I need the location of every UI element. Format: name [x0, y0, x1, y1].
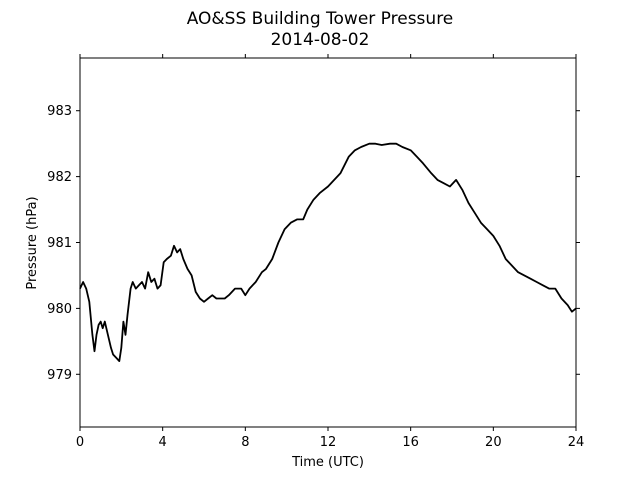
x-tick-label: 8 — [241, 435, 249, 450]
plot-area — [79, 57, 577, 428]
x-tick-label: 12 — [320, 435, 337, 450]
y-tick-label: 980 — [47, 302, 72, 317]
pressure-line — [79, 142, 577, 362]
x-tick-label: 24 — [568, 435, 585, 450]
y-tick-label: 982 — [47, 170, 72, 185]
y-axis-label: Pressure (hPa) — [25, 196, 40, 289]
plot-frame — [79, 57, 577, 428]
y-tick-label: 983 — [47, 104, 72, 119]
x-tick-label: 4 — [159, 435, 167, 450]
x-axis-label: Time (UTC) — [291, 455, 364, 470]
x-tick-label: 0 — [76, 435, 84, 450]
x-axis: 0 4 8 12 16 20 24 — [76, 54, 584, 450]
chart-title: AO&SS Building Tower Pressure — [187, 9, 454, 29]
x-tick-label: 16 — [402, 435, 419, 450]
y-axis: 979 980 981 982 983 — [47, 104, 580, 383]
chart-subtitle: 2014-08-02 — [271, 30, 370, 50]
y-tick-label: 981 — [47, 236, 72, 251]
y-tick-label: 979 — [47, 368, 72, 383]
x-tick-label: 20 — [485, 435, 502, 450]
